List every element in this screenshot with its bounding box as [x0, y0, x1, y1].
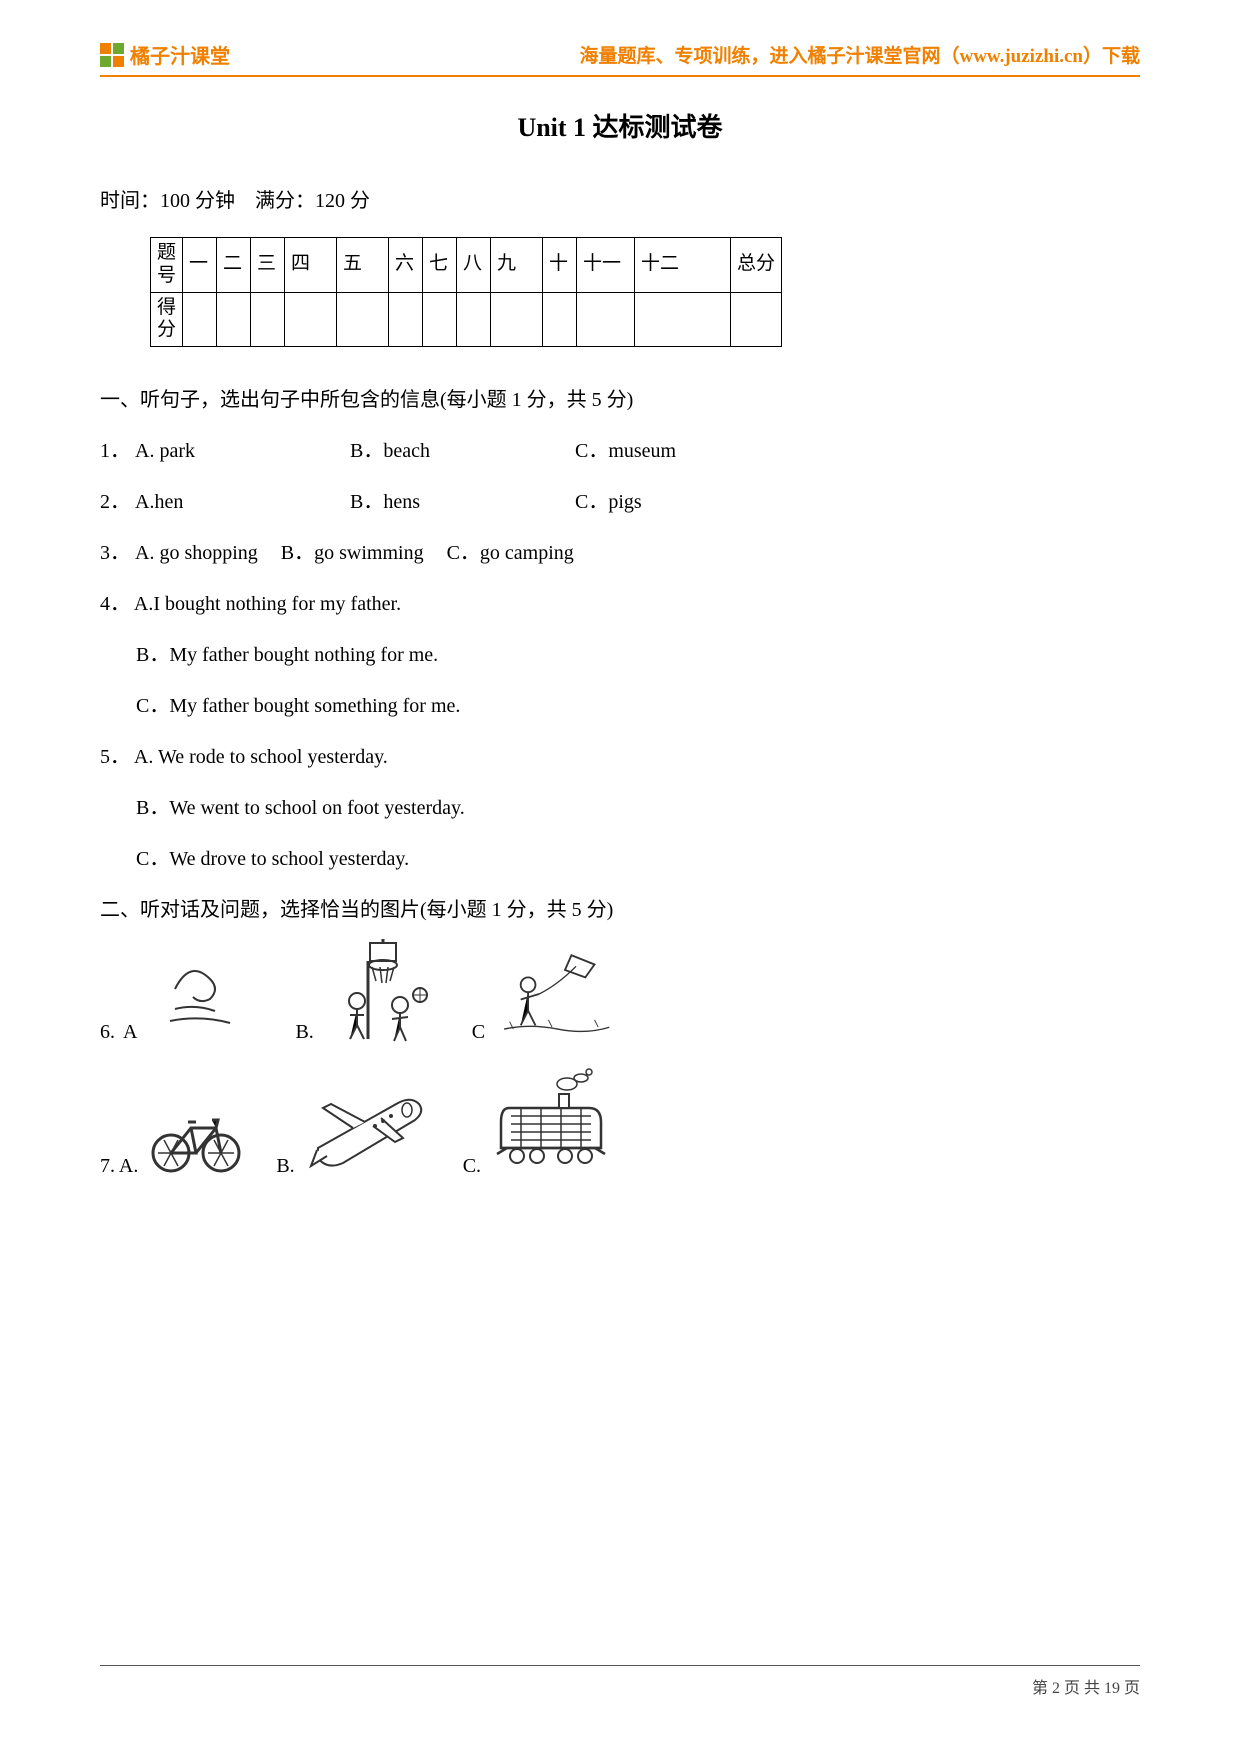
q4-num: 4． [100, 593, 130, 615]
q7-img-a-bicycle-icon [146, 1098, 246, 1178]
score-cell-7 [423, 292, 457, 347]
q6-img-a-wave-icon [145, 944, 265, 1044]
q6-a: A [123, 1021, 137, 1044]
q5-num: 5． [100, 746, 130, 768]
q3-b: B．go swimming [281, 536, 424, 565]
score-cell-6 [389, 292, 423, 347]
q1-c: C．museum [575, 434, 676, 463]
q3-a: A. go shopping [135, 542, 258, 565]
score-table-score-label: 得分 [151, 292, 183, 347]
q4-b: B．My father bought nothing for me. [136, 638, 1140, 667]
logo-icon [100, 43, 124, 67]
score-cell-9 [491, 292, 543, 347]
score-col-13: 总分 [731, 238, 782, 293]
q2-a: A.hen [135, 491, 275, 514]
q4-a: A.I bought nothing for my father. [134, 593, 401, 615]
score-col-10: 十 [543, 238, 577, 293]
score-col-5: 五 [337, 238, 389, 293]
score-cell-10 [543, 292, 577, 347]
question-2: 2． A.hen B．hens C．pigs [100, 485, 1140, 514]
logo-text: 橘子汁课堂 [130, 40, 230, 69]
q7-a-label: 7. A. [100, 1155, 138, 1178]
q6-img-b-basketball-icon [322, 944, 442, 1044]
q4-c: C．My father bought something for me. [136, 689, 1140, 718]
score-cell-12 [635, 292, 731, 347]
score-col-2: 二 [217, 238, 251, 293]
score-cell-8 [457, 292, 491, 347]
score-col-9: 九 [491, 238, 543, 293]
score-table-header-label: 题号 [151, 238, 183, 293]
question-5: 5． A. We rode to school yesterday. [100, 740, 1140, 769]
q3-num: 3． [100, 542, 130, 564]
score-cell-2 [217, 292, 251, 347]
q1-a: A. park [135, 440, 275, 463]
q6-c: C [472, 1021, 485, 1044]
section-1-heading: 一、听句子，选出句子中所包含的信息(每小题 1 分，共 5 分) [100, 383, 1140, 412]
score-col-11: 十一 [577, 238, 635, 293]
score-col-6: 六 [389, 238, 423, 293]
q1-b: B．beach [350, 434, 500, 463]
score-cell-1 [183, 292, 217, 347]
q7-img-c-train-icon [489, 1068, 609, 1178]
score-col-1: 一 [183, 238, 217, 293]
question-7: 7. A. B. [100, 1068, 1140, 1178]
q5-a: A. We rode to school yesterday. [134, 746, 388, 768]
q7-c: C. [463, 1155, 481, 1178]
score-col-4: 四 [285, 238, 337, 293]
q7-img-b-airplane-icon [303, 1078, 433, 1178]
score-cell-13 [731, 292, 782, 347]
question-1: 1． A. park B．beach C．museum [100, 434, 1140, 463]
exam-subtitle: 时间：100 分钟 满分：120 分 [100, 184, 1140, 213]
score-cell-3 [251, 292, 285, 347]
question-3: 3． A. go shopping B．go swimming C．go cam… [100, 536, 1140, 565]
score-col-3: 三 [251, 238, 285, 293]
q6-b: B. [295, 1021, 313, 1044]
page-header: 橘子汁课堂 海量题库、专项训练，进入橘子汁课堂官网（www.juzizhi.cn… [100, 40, 1140, 77]
score-table: 题号一二三四五六七八九十十一十二总分 得分 [150, 237, 782, 347]
q5-c: C．We drove to school yesterday. [136, 842, 1140, 871]
q3-c: C．go camping [447, 536, 574, 565]
header-right-text: 海量题库、专项训练，进入橘子汁课堂官网（www.juzizhi.cn）下载 [579, 41, 1140, 68]
q5-b: B．We went to school on foot yesterday. [136, 791, 1140, 820]
question-6: 6. A B. [100, 944, 1140, 1044]
section-2-heading: 二、听对话及问题，选择恰当的图片(每小题 1 分，共 5 分) [100, 893, 1140, 922]
score-cell-4 [285, 292, 337, 347]
exam-title: Unit 1 达标测试卷 [100, 107, 1140, 144]
page-footer: 第 2 页 共 19 页 [100, 1665, 1140, 1698]
q2-c: C．pigs [575, 485, 642, 514]
page-number: 第 2 页 共 19 页 [1032, 1680, 1140, 1697]
score-cell-5 [337, 292, 389, 347]
score-cell-11 [577, 292, 635, 347]
q2-num: 2． [100, 491, 130, 513]
q6-img-c-kite-icon [493, 944, 613, 1044]
q1-num: 1． [100, 440, 130, 462]
logo: 橘子汁课堂 [100, 40, 230, 69]
score-col-7: 七 [423, 238, 457, 293]
question-4: 4． A.I bought nothing for my father. [100, 587, 1140, 616]
score-col-12: 十二 [635, 238, 731, 293]
q6-num: 6. [100, 1021, 115, 1044]
q7-b: B. [276, 1155, 294, 1178]
score-col-8: 八 [457, 238, 491, 293]
q2-b: B．hens [350, 485, 500, 514]
